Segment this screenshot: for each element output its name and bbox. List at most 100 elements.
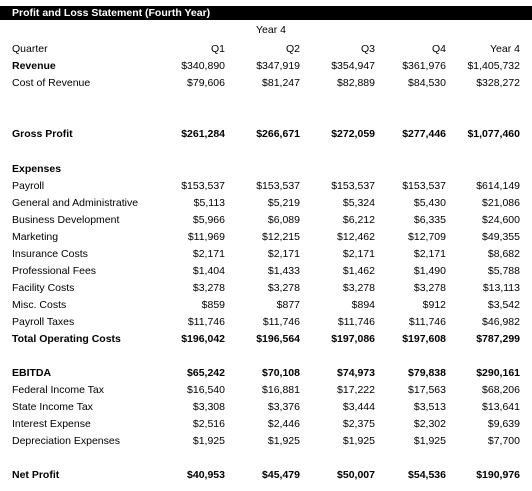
cell-q3: $3,278 (342, 282, 375, 294)
cell-q2: $2,446 (267, 418, 300, 430)
cell-q1: $1,404 (192, 265, 225, 277)
cell-q2: $12,215 (262, 231, 300, 243)
expense-row-general-admin: General and Administrative $5,113 $5,219… (0, 195, 532, 211)
cell-q3: $1,925 (342, 435, 375, 447)
cell-q1: $153,537 (181, 180, 225, 192)
cell-q2: $153,537 (256, 180, 300, 192)
cell-q4: $2,171 (413, 248, 446, 260)
cell-q1: $5,113 (193, 197, 225, 209)
expense-row-payroll: Payroll $153,537 $153,537 $153,537 $153,… (0, 178, 532, 194)
cell-q4: $79,838 (408, 367, 446, 379)
cell-q1: $79,606 (187, 77, 225, 89)
expense-row-insurance: Insurance Costs $2,171 $2,171 $2,171 $2,… (0, 246, 532, 262)
cell-q3: $354,947 (331, 60, 375, 72)
cell-q2: $3,278 (267, 282, 300, 294)
row-label: Interest Expense (12, 418, 91, 430)
cell-q4: $2,302 (413, 418, 446, 430)
cell-q4: $197,608 (402, 333, 446, 345)
cell-q3: $894 (351, 299, 375, 311)
ebitda-row: EBITDA $65,242 $70,108 $74,973 $79,838 $… (0, 365, 532, 381)
header-row: Quarter Q1 Q2 Q3 Q4 Year 4 (0, 41, 532, 57)
cell-q2: $196,564 (256, 333, 300, 345)
cell-q2: $70,108 (262, 367, 300, 379)
cell-q4: $1,490 (413, 265, 446, 277)
row-label: Payroll Taxes (12, 316, 75, 328)
cell-q1: $11,969 (187, 231, 225, 243)
cell-q4: $153,537 (402, 180, 446, 192)
expense-row-facility: Facility Costs $3,278 $3,278 $3,278 $3,2… (0, 280, 532, 296)
cell-q2: $266,671 (256, 128, 300, 140)
cell-q1: $65,242 (187, 367, 225, 379)
cell-q1: $3,278 (192, 282, 225, 294)
header-year: Year 4 (490, 43, 520, 55)
cell-q4: $54,536 (408, 469, 446, 481)
row-label: State Income Tax (12, 401, 93, 413)
cell-q2: $5,219 (267, 197, 300, 209)
cell-year: $24,600 (482, 214, 520, 226)
expenses-heading-row: Expenses (0, 161, 532, 177)
cell-q3: $82,889 (337, 77, 375, 89)
cell-q2: $347,919 (256, 60, 300, 72)
header-q2: Q2 (285, 43, 300, 55)
cell-q2: $11,746 (262, 316, 300, 328)
row-label: Depreciation Expenses (12, 435, 120, 447)
cell-q2: $6,089 (267, 214, 300, 226)
cell-q1: $859 (201, 299, 225, 311)
expense-row-payroll-taxes: Payroll Taxes $11,746 $11,746 $11,746 $1… (0, 314, 532, 330)
cell-year: $1,077,460 (467, 128, 520, 140)
cell-q1: $2,171 (192, 248, 225, 260)
gross-profit-row: Gross Profit $261,284 $266,671 $272,059 … (0, 126, 532, 142)
row-label: Misc. Costs (12, 299, 67, 311)
cell-q3: $5,324 (342, 197, 375, 209)
cell-q2: $81,247 (262, 77, 300, 89)
cell-q1: $340,890 (181, 60, 225, 72)
cell-q3: $197,086 (331, 333, 375, 345)
cell-q1: $40,953 (187, 469, 225, 481)
cell-year: $328,272 (476, 77, 520, 89)
row-label: Gross Profit (12, 128, 73, 140)
expenses-heading: Expenses (12, 163, 62, 175)
row-label: General and Administrative (12, 197, 139, 209)
cell-q4: $277,446 (402, 128, 446, 140)
cell-q3: $12,462 (337, 231, 375, 243)
row-label: Total Operating Costs (12, 333, 121, 345)
row-label: Business Development (12, 214, 120, 226)
cell-q4: $3,513 (413, 401, 446, 413)
cell-q4: $11,746 (408, 316, 446, 328)
cell-q3: $1,462 (342, 265, 375, 277)
row-label: Marketing (12, 231, 59, 243)
cell-q2: $1,433 (267, 265, 300, 277)
cell-q2: $45,479 (262, 469, 300, 481)
cell-q3: $2,375 (342, 418, 375, 430)
cell-year: $13,113 (482, 282, 520, 294)
cell-year: $9,639 (487, 418, 520, 430)
cell-year: $13,641 (482, 401, 520, 413)
cell-q3: $272,059 (331, 128, 375, 140)
cell-q3: $11,746 (337, 316, 375, 328)
cell-q4: $17,563 (408, 384, 446, 396)
depreciation-expenses-row: Depreciation Expenses $1,925 $1,925 $1,9… (0, 433, 532, 449)
cell-year: $290,161 (476, 367, 520, 379)
row-label: Federal Income Tax (12, 384, 105, 396)
cell-q2: $2,171 (267, 248, 300, 260)
interest-expense-row: Interest Expense $2,516 $2,446 $2,375 $2… (0, 416, 532, 432)
cell-q3: $74,973 (337, 367, 375, 379)
cell-q4: $84,530 (408, 77, 446, 89)
federal-income-tax-row: Federal Income Tax $16,540 $16,881 $17,2… (0, 382, 532, 398)
cell-q4: $6,335 (413, 214, 446, 226)
cell-year: $49,355 (482, 231, 520, 243)
cell-q2: $16,881 (262, 384, 300, 396)
cell-year: $614,149 (476, 180, 520, 192)
cell-q3: $17,222 (337, 384, 375, 396)
row-label: Payroll (12, 180, 45, 192)
row-label: Professional Fees (12, 265, 97, 277)
cell-q2: $3,376 (267, 401, 300, 413)
cell-year: $46,982 (482, 316, 520, 328)
cell-q1: $1,925 (192, 435, 225, 447)
cell-q4: $1,925 (413, 435, 446, 447)
sheet-title: Profit and Loss Statement (Fourth Year) (0, 6, 532, 20)
cell-year: $5,788 (487, 265, 520, 277)
cell-q4: $3,278 (413, 282, 446, 294)
cell-year: $21,086 (482, 197, 520, 209)
